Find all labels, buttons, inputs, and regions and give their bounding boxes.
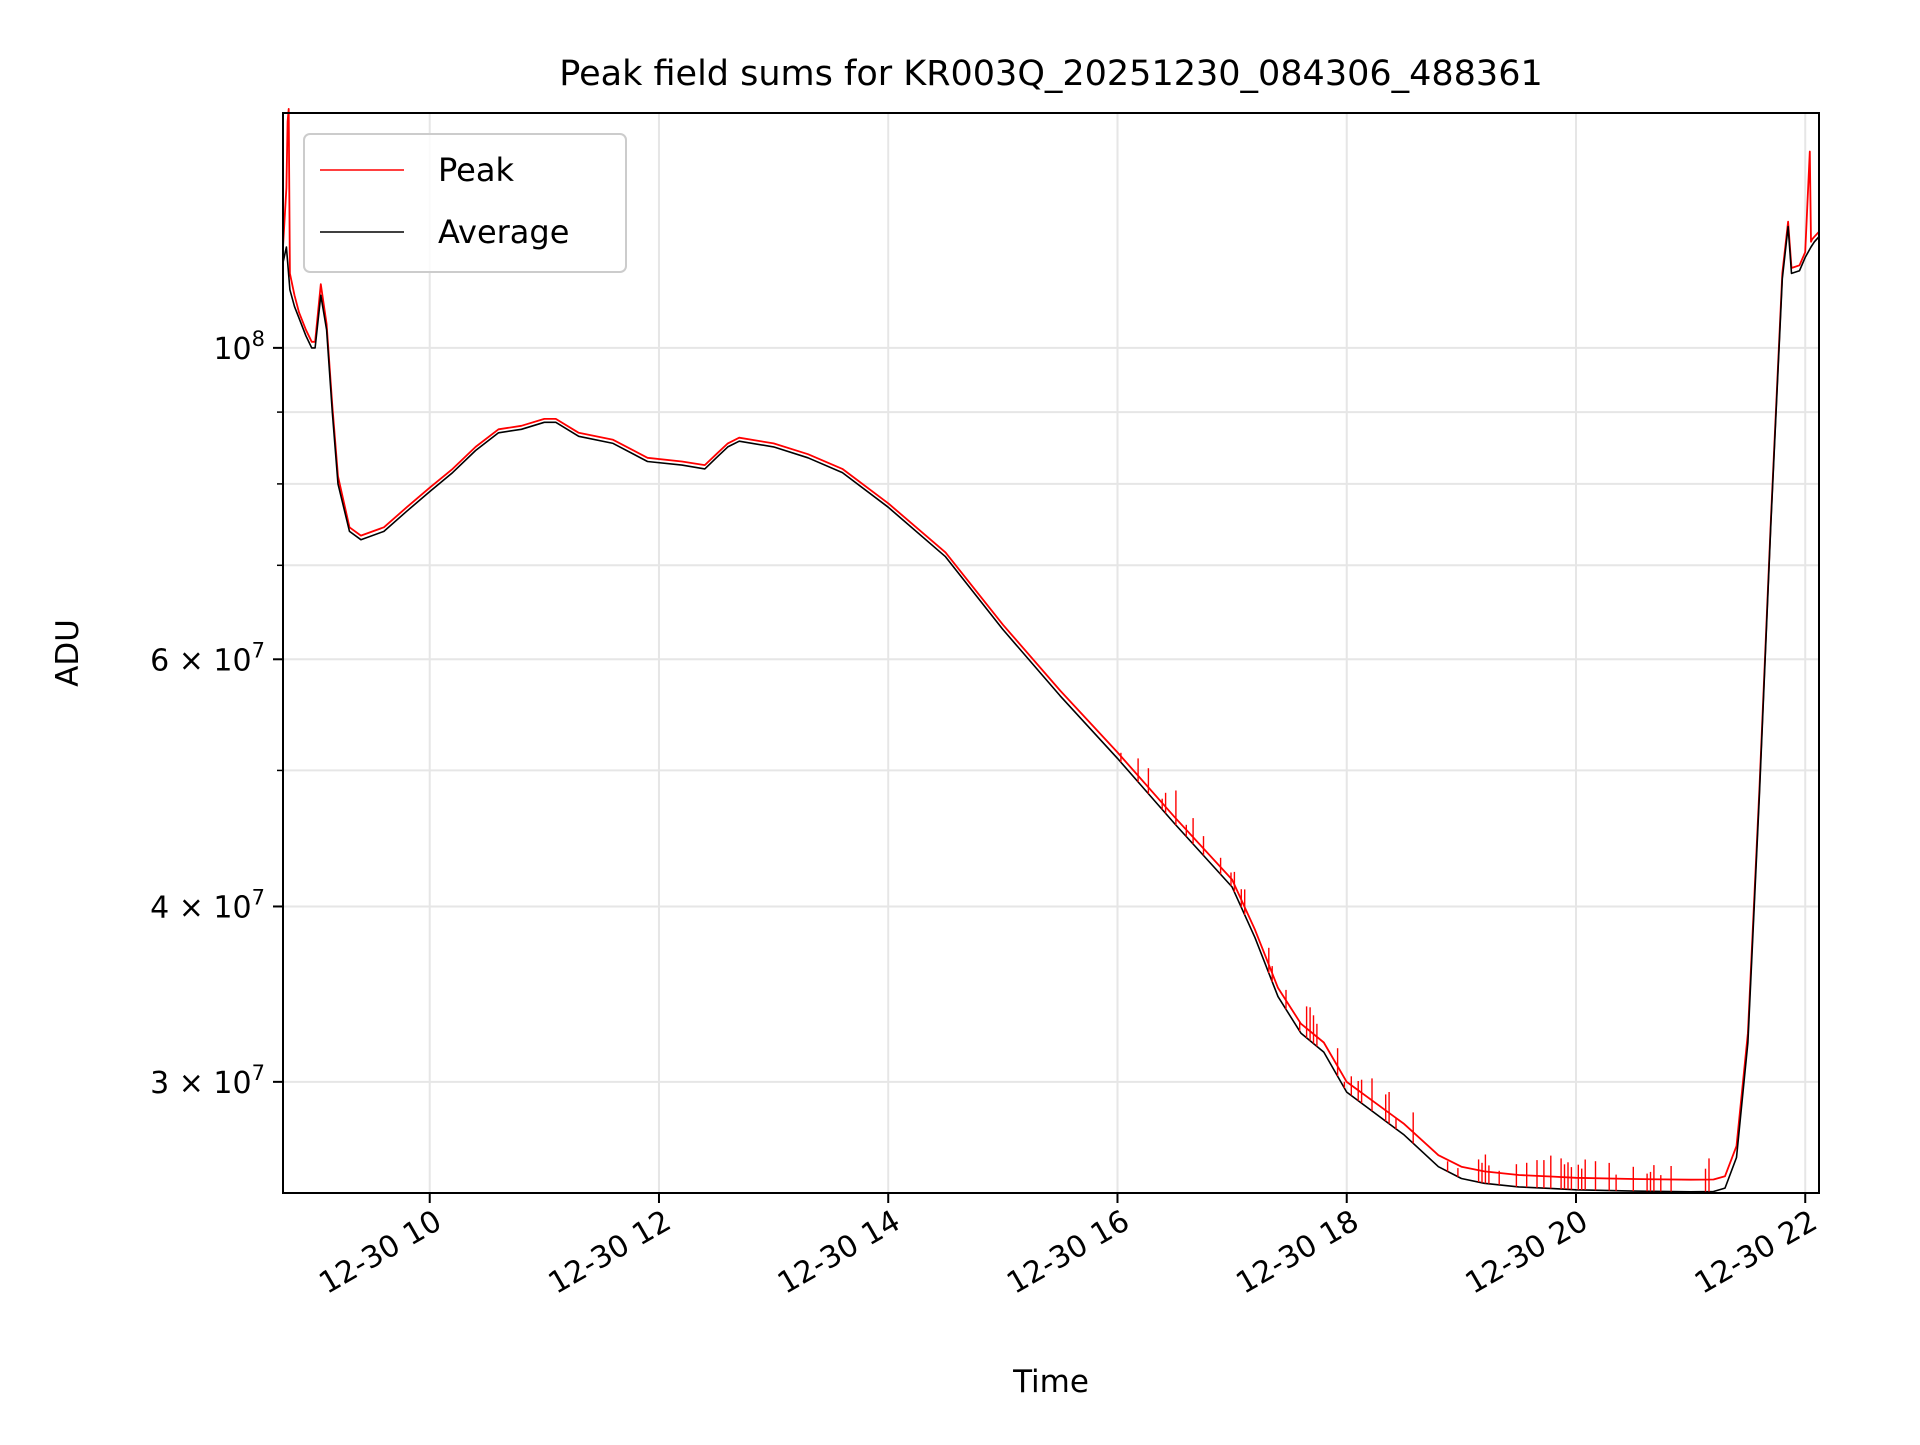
y-tick-label-2: 4 × 107 [150, 885, 265, 925]
legend-label-peak: Peak [438, 151, 514, 189]
series-line-average [282, 225, 1820, 1193]
y-tick-label-3: 3 × 107 [150, 1061, 265, 1101]
legend-box [303, 133, 627, 273]
chart-title: Peak field sums for KR003Q_20251230_0843… [559, 54, 1543, 94]
plot-frame [282, 112, 1820, 1194]
grid-layer [283, 113, 1819, 1193]
y-tick-label-0: 108 [213, 327, 265, 367]
y-axis-label: ADU [50, 619, 86, 687]
y-tick-label-1: 6 × 107 [150, 638, 265, 678]
series-layer [282, 108, 1820, 1193]
legend: Peak Average [303, 133, 627, 273]
peak-spike-marks [1120, 752, 1710, 1192]
legend-label-average: Average [438, 213, 569, 251]
x-axis-label: Time [1012, 1364, 1089, 1400]
